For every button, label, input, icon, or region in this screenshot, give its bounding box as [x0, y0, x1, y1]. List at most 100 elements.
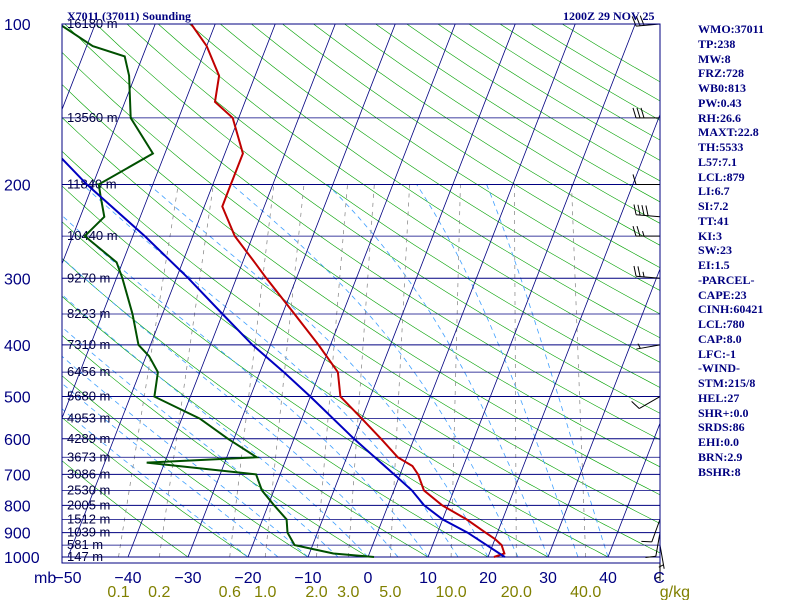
- mixing-ratio-label: 1.0: [254, 584, 276, 600]
- moist-adiabat: [62, 257, 399, 558]
- index-item: BRN:2.9: [698, 449, 743, 464]
- index-item: EHI:0.0: [698, 435, 740, 449]
- temperature-tick-label: −40: [114, 570, 141, 587]
- wind-barb: [633, 204, 661, 218]
- isotherm: [187, 24, 396, 558]
- index-item: L57:7.1: [698, 154, 737, 169]
- index-item: -PARCEL-: [698, 272, 755, 287]
- dewpoint-line: [62, 24, 375, 558]
- wind-barb: [632, 225, 660, 237]
- pressure-tick-label: 1000: [4, 550, 40, 567]
- pressure-tick-label: 900: [4, 526, 31, 543]
- isotherm: [127, 24, 336, 558]
- temperature-axis-unit: C: [653, 570, 665, 587]
- temperature-line: [190, 24, 506, 558]
- temperature-tick-label: 0: [364, 570, 373, 587]
- height-label: 3086 m: [67, 466, 110, 481]
- index-item: MW:8: [698, 51, 731, 66]
- index-item: KI:3: [698, 228, 722, 243]
- mixing-ratio-unit: g/kg: [660, 584, 690, 600]
- mixing-ratio-line: [229, 184, 275, 558]
- height-label: 10440 m: [67, 228, 118, 243]
- dry-adiabat: [62, 84, 660, 496]
- index-item: CINH:60421: [698, 302, 764, 317]
- index-item: LI:6.7: [698, 184, 730, 199]
- index-item: SI:7.2: [698, 199, 729, 213]
- wind-barb: [631, 396, 661, 409]
- index-item: BSHR:8: [698, 464, 741, 479]
- mixing-ratio-label: 0.2: [148, 584, 170, 600]
- isotherm: [62, 24, 156, 265]
- height-label: 1512 m: [67, 511, 110, 526]
- height-label: 4953 m: [67, 411, 110, 426]
- index-item: CAP:8.0: [698, 331, 742, 346]
- isotherm: [427, 24, 636, 558]
- mixing-ratio-line: [347, 184, 375, 558]
- height-label: 7310 m: [67, 337, 110, 352]
- mixing-ratio-line: [158, 184, 214, 558]
- moist-adiabat: [62, 408, 249, 558]
- moist-adiabat: [231, 184, 519, 558]
- wind-barb: [645, 532, 661, 558]
- mixing-ratio-label: 20.0: [501, 584, 532, 600]
- height-label: 5680 m: [67, 389, 110, 404]
- index-item: SW:23: [698, 243, 733, 258]
- pressure-tick-label: 500: [4, 390, 31, 407]
- index-item: RH:26.6: [698, 110, 741, 125]
- valid-time: 1200Z 29 NOV 25: [563, 9, 654, 23]
- wind-barb: [632, 174, 660, 185]
- isotherm: [67, 24, 276, 558]
- mixing-ratio-label: 0.6: [219, 584, 241, 600]
- mixing-ratio-line: [316, 184, 348, 558]
- mixing-ratio-label: 3.0: [337, 584, 359, 600]
- isotherm: [607, 422, 660, 558]
- height-label: 1039 m: [67, 525, 110, 540]
- wind-barb: [641, 519, 661, 543]
- index-item: LCL:780: [698, 317, 745, 331]
- index-item: FRZ:728: [698, 66, 744, 81]
- mixing-ratio-line: [514, 184, 517, 558]
- index-item: MAXT:22.8: [698, 125, 759, 140]
- temperature-tick-label: −30: [174, 570, 201, 587]
- mixing-ratio-line: [571, 184, 587, 558]
- wind-barb: [636, 343, 661, 350]
- isotherm: [547, 267, 660, 558]
- moist-adiabat: [416, 184, 579, 558]
- dry-adiabat: [62, 51, 660, 468]
- mixing-ratio-label: 2.0: [305, 584, 327, 600]
- mixing-ratio-label: 10.0: [436, 584, 467, 600]
- index-item: STM:215/8: [698, 376, 756, 390]
- index-item: EI:1.5: [698, 258, 730, 272]
- pressure-tick-label: 200: [4, 177, 31, 194]
- index-item: TT:41: [698, 213, 730, 228]
- mixing-ratio-label: 5.0: [379, 584, 401, 600]
- mixing-ratio-line: [389, 184, 410, 558]
- sounding-indices: WMO:37011 TP:238 MW:8 FRZ:728 WB0:813 PW:0.43…: [698, 22, 798, 479]
- temperature-tick-label: 30: [539, 570, 557, 587]
- index-item: TH:5533: [698, 140, 744, 154]
- index-item: LFC:-1: [698, 346, 736, 361]
- temperature-tick-label: 40: [599, 570, 617, 587]
- moist-adiabat: [62, 355, 309, 558]
- dry-adiabat: [64, 24, 660, 441]
- moist-adiabat: [62, 214, 429, 558]
- index-item: PW:0.43: [698, 95, 742, 110]
- pressure-axis-unit: mb: [34, 570, 56, 587]
- height-label: 6456 m: [67, 364, 110, 379]
- index-item: SHR+:0.0: [698, 405, 749, 420]
- index-item: TP:238: [698, 36, 736, 51]
- index-item: -WIND-: [698, 361, 740, 376]
- isotherm: [247, 24, 456, 558]
- index-item: SRDS:86: [698, 420, 745, 435]
- pressure-tick-label: 100: [4, 17, 31, 34]
- temperature-tick-label: −50: [54, 570, 81, 587]
- isotherm: [487, 113, 660, 558]
- isotherm: [307, 24, 516, 558]
- height-label: 2530 m: [67, 482, 110, 497]
- station-title: X7011 (37011) Sounding: [67, 9, 191, 23]
- height-label: 581 m: [67, 537, 103, 552]
- height-label: 8223 m: [67, 306, 110, 321]
- temperature-tick-label: 10: [419, 570, 437, 587]
- wind-barb: [632, 107, 660, 119]
